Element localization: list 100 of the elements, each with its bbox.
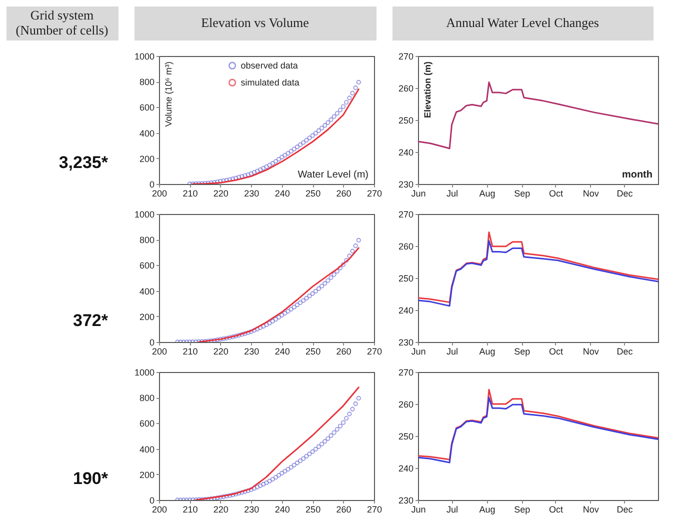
text: (Number of cells) xyxy=(16,22,108,38)
x-tick-label: 270 xyxy=(366,504,382,514)
x-tick-label: Oct xyxy=(548,188,564,198)
point xyxy=(270,318,275,324)
point xyxy=(282,468,288,474)
point xyxy=(298,142,303,148)
x-tick-label: Dec xyxy=(616,504,634,514)
point xyxy=(332,430,336,435)
x-tick-label: Aug xyxy=(479,504,496,514)
x-tick-label: 240 xyxy=(274,346,290,356)
point xyxy=(288,306,294,312)
point xyxy=(328,117,334,122)
x-tick-label: 210 xyxy=(182,346,198,356)
x-tick-label: Oct xyxy=(548,346,564,356)
point xyxy=(267,320,272,326)
point xyxy=(292,304,296,310)
point xyxy=(347,412,352,416)
point xyxy=(261,324,266,329)
point xyxy=(273,317,278,322)
point xyxy=(294,144,300,150)
y-tick-label: 250 xyxy=(398,432,414,442)
y-tick-label: 400 xyxy=(139,286,154,296)
y-tick-label: 600 xyxy=(139,260,154,271)
point xyxy=(280,312,284,318)
x-tick-label: 230 xyxy=(244,504,260,514)
y-tick-label: 230 xyxy=(398,496,414,506)
point xyxy=(304,138,309,143)
point xyxy=(258,167,263,172)
point xyxy=(347,96,352,100)
point xyxy=(267,478,272,484)
point xyxy=(338,266,343,270)
point xyxy=(328,433,334,438)
point xyxy=(227,493,232,498)
point xyxy=(280,154,284,160)
x-tick-label: 270 xyxy=(366,188,382,198)
point xyxy=(344,258,349,263)
point xyxy=(270,160,275,166)
point xyxy=(280,470,284,476)
x-tick-label: Sep xyxy=(514,346,530,356)
x-tick-label: 230 xyxy=(244,188,260,198)
point xyxy=(286,308,290,314)
point xyxy=(350,90,355,96)
point xyxy=(227,177,232,182)
point xyxy=(353,401,358,406)
point xyxy=(246,330,250,335)
point xyxy=(316,286,322,291)
point xyxy=(332,272,336,277)
x-tick-label: 240 xyxy=(274,504,290,514)
point xyxy=(316,128,322,133)
y-tick-label: 200 xyxy=(139,312,154,322)
point xyxy=(276,314,282,320)
y-tick-label: 250 xyxy=(398,116,414,126)
point xyxy=(319,442,324,446)
x-tick-label: Sep xyxy=(514,504,530,514)
point xyxy=(356,238,361,243)
y-axis-title: Volume (10⁶ m³) xyxy=(164,62,174,127)
point xyxy=(221,336,226,341)
point xyxy=(310,133,315,138)
point xyxy=(215,496,220,500)
point xyxy=(248,329,254,334)
y-tick-label: 240 xyxy=(398,148,414,158)
line-series xyxy=(418,231,658,304)
chart-title: Annual Water Level Changes xyxy=(446,15,599,30)
point xyxy=(322,123,328,128)
point xyxy=(270,476,275,482)
point xyxy=(248,171,254,176)
point xyxy=(252,328,257,333)
x-tick-label: Jun xyxy=(411,188,426,198)
point xyxy=(282,310,288,316)
point xyxy=(301,456,306,461)
text: Grid system xyxy=(30,8,94,22)
point xyxy=(334,111,340,116)
x-tick-label: 250 xyxy=(306,504,321,514)
point xyxy=(264,164,269,170)
point xyxy=(286,150,290,156)
x-tick-label: 220 xyxy=(213,346,228,356)
y-tick-label: 270 xyxy=(398,52,414,62)
point xyxy=(332,114,336,119)
point xyxy=(322,281,328,286)
point xyxy=(353,243,358,248)
point xyxy=(240,490,244,495)
point xyxy=(286,466,290,472)
point xyxy=(326,278,330,283)
x-tick-label: 220 xyxy=(213,504,228,514)
point xyxy=(254,484,260,490)
x-axis-title: Water Level (m) xyxy=(298,170,368,180)
point xyxy=(350,406,355,412)
y-tick-label: 800 xyxy=(139,235,154,246)
point xyxy=(261,482,266,487)
point xyxy=(344,416,349,421)
point xyxy=(316,444,322,449)
point xyxy=(221,494,226,499)
y-axis-title: Elevation (m) xyxy=(422,62,432,118)
text: 3,235* xyxy=(58,153,108,172)
point xyxy=(236,332,242,338)
y-tick-label: 270 xyxy=(398,210,414,220)
point xyxy=(224,336,229,340)
point xyxy=(240,332,244,337)
point xyxy=(322,439,328,444)
point xyxy=(264,322,269,328)
